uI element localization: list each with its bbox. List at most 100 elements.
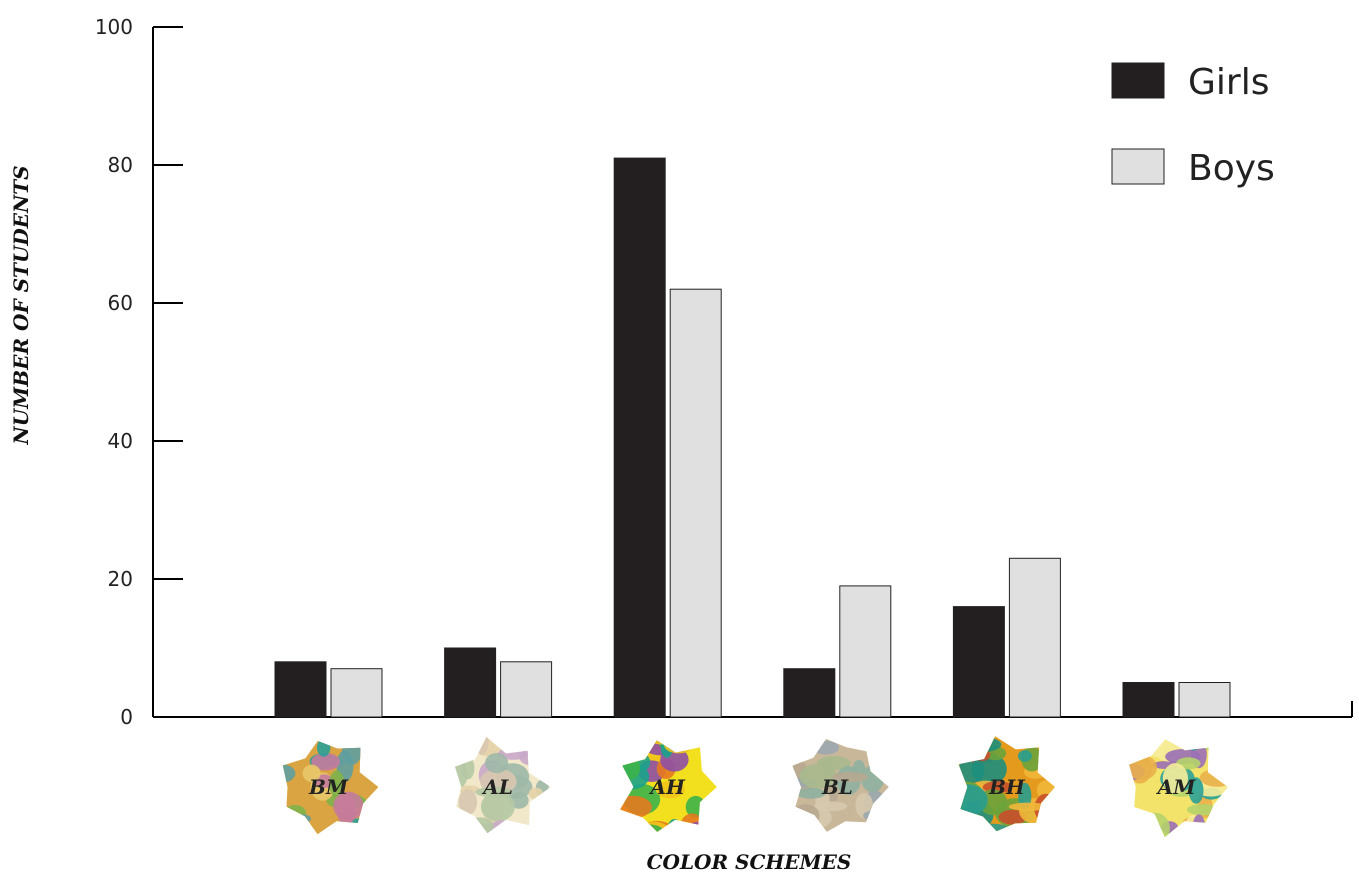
map-region	[480, 791, 515, 822]
map-region	[664, 740, 694, 754]
map-region	[360, 758, 373, 771]
map-region	[703, 818, 717, 827]
y-axis-title: NUMBER OF STUDENTS	[9, 165, 33, 445]
y-tick-label: 0	[120, 705, 133, 729]
map-region	[284, 805, 307, 822]
map-region	[958, 784, 988, 816]
bar-girls-ah	[613, 157, 666, 718]
bar-girls-am	[1122, 682, 1175, 718]
map-region	[455, 758, 468, 791]
map-region	[967, 737, 1002, 752]
legend-swatch-boys	[1111, 148, 1165, 185]
map-region	[1017, 750, 1032, 762]
map-region	[682, 821, 717, 832]
y-tick-label: 60	[108, 291, 133, 315]
bar-boys-bm	[330, 668, 383, 718]
map-region	[302, 764, 321, 782]
legend: Girls Boys	[1111, 62, 1275, 189]
map-region	[329, 770, 345, 798]
legend-swatch-girls	[1111, 62, 1165, 99]
bar-girls-bm	[274, 661, 327, 718]
map-thumbnail-am: AM	[1129, 739, 1228, 838]
map-region	[1139, 820, 1162, 838]
map-region	[1129, 755, 1157, 780]
map-thumbnail-al: AL	[455, 737, 551, 834]
map-region	[958, 739, 981, 763]
map-region	[1188, 777, 1204, 804]
map-region	[1041, 740, 1055, 760]
map-region	[311, 752, 341, 771]
map-region	[282, 764, 296, 783]
legend-label-boys: Boys	[1188, 148, 1275, 189]
bar-girls-bl	[783, 668, 836, 718]
map-region	[679, 813, 705, 832]
map-region	[655, 781, 685, 799]
map-region	[971, 753, 1007, 785]
map-region	[1204, 742, 1228, 752]
map-region	[475, 737, 489, 755]
axes: 0 20 40 60 80 100	[95, 15, 1353, 729]
map-region	[282, 819, 302, 835]
map-region	[812, 740, 840, 755]
category-label: BH	[988, 775, 1026, 799]
map-region	[282, 740, 302, 755]
map-region	[1140, 812, 1170, 838]
bars	[274, 157, 1231, 718]
map-region	[519, 747, 541, 766]
map-region	[363, 822, 379, 835]
map-region	[360, 746, 379, 768]
map-region	[455, 818, 465, 829]
map-region	[1162, 763, 1188, 794]
bar-boys-bh	[1008, 557, 1061, 718]
map-region	[1183, 739, 1202, 751]
category-label: AL	[481, 775, 513, 799]
map-thumbnail-bh: BH	[958, 736, 1055, 832]
map-region	[792, 739, 819, 755]
map-region	[294, 814, 311, 824]
map-region	[465, 817, 494, 834]
map-region	[863, 809, 889, 823]
x-axis-title: COLOR SCHEMES	[647, 850, 852, 874]
map-region	[799, 763, 837, 789]
map-region	[666, 823, 687, 832]
map-region	[282, 813, 298, 835]
map-region	[333, 791, 364, 821]
y-tick-label: 80	[108, 153, 133, 177]
map-region	[792, 744, 806, 761]
map-region	[974, 749, 991, 761]
map-region	[475, 786, 513, 798]
category-label: AM	[1156, 775, 1197, 799]
legend-label-girls: Girls	[1188, 62, 1269, 103]
map-region	[458, 789, 478, 815]
bar-boys-am	[1178, 682, 1231, 718]
bar-girls-al	[444, 647, 497, 718]
bar-boys-ah	[669, 288, 722, 718]
category-label: AH	[648, 775, 686, 799]
category-label: BL	[821, 775, 853, 799]
map-region	[832, 772, 868, 783]
y-tick-label: 20	[108, 567, 133, 591]
category-label: BM	[308, 775, 349, 799]
map-region	[796, 787, 826, 799]
category-map-thumbnails: BM AL AH BL BH AM	[282, 736, 1228, 838]
map-thumbnail-bl: BL	[792, 739, 889, 832]
map-region	[969, 823, 1009, 832]
map-region	[668, 819, 681, 832]
map-region	[803, 817, 822, 832]
bar-girls-bh	[952, 606, 1005, 718]
map-region	[649, 740, 679, 745]
map-region	[845, 739, 859, 746]
map-region	[1199, 768, 1228, 787]
map-region	[634, 824, 663, 832]
map-region	[485, 753, 509, 774]
map-region	[792, 825, 805, 832]
map-region	[342, 740, 362, 765]
map-region	[792, 804, 820, 827]
map-region	[811, 830, 824, 832]
y-tick-label: 100	[95, 15, 133, 39]
map-region	[1186, 804, 1219, 816]
bar-boys-bl	[839, 585, 892, 718]
bar-boys-al	[500, 661, 553, 718]
map-region	[1008, 802, 1049, 811]
